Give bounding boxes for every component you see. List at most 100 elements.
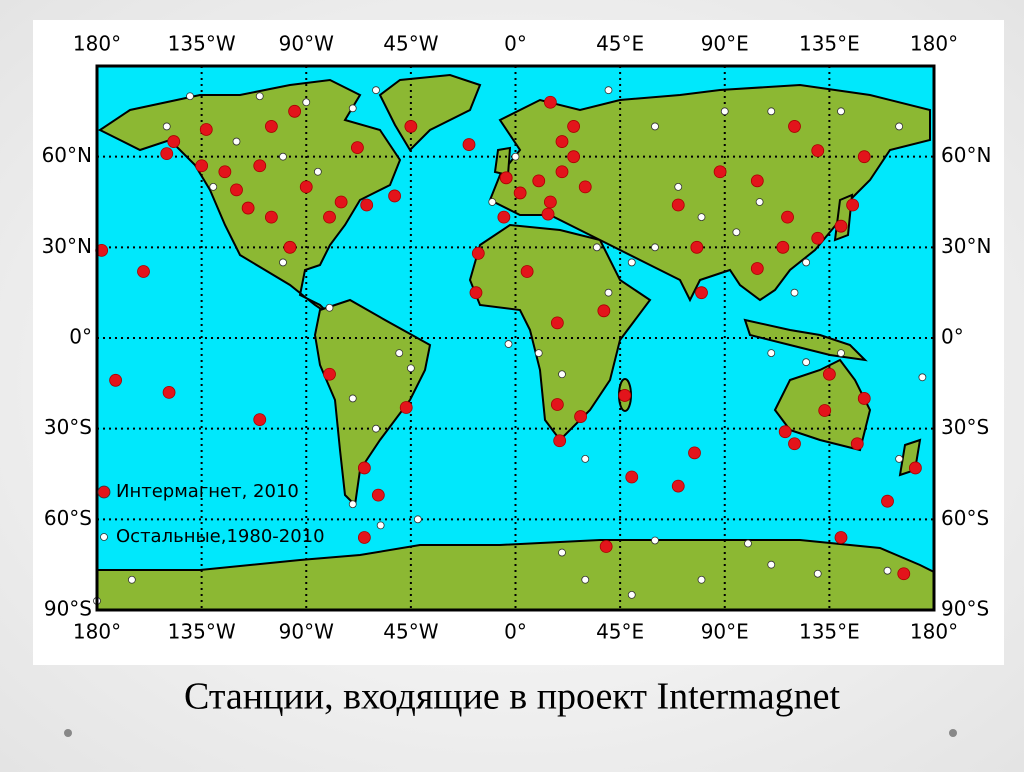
legend-label: Остальные,1980-2010 bbox=[116, 526, 325, 547]
station bbox=[788, 437, 801, 451]
station bbox=[323, 367, 336, 381]
station bbox=[802, 258, 811, 267]
station bbox=[651, 243, 659, 252]
station bbox=[883, 566, 892, 575]
station bbox=[781, 210, 794, 224]
y-tick-label: 0° bbox=[69, 325, 92, 349]
station bbox=[778, 425, 792, 439]
station bbox=[627, 258, 636, 267]
station bbox=[767, 349, 776, 358]
station bbox=[497, 210, 511, 224]
station bbox=[558, 370, 566, 379]
station bbox=[348, 394, 357, 403]
station bbox=[348, 104, 357, 113]
station bbox=[279, 152, 287, 161]
y-tick-label: 90°S bbox=[44, 597, 92, 621]
station bbox=[604, 86, 613, 95]
station bbox=[834, 219, 848, 233]
station bbox=[822, 367, 836, 381]
station bbox=[388, 189, 402, 203]
station bbox=[162, 385, 176, 399]
station bbox=[837, 107, 845, 116]
x-tick-label: 135°W bbox=[168, 32, 236, 56]
station bbox=[253, 159, 267, 173]
station bbox=[348, 500, 357, 509]
station bbox=[750, 262, 764, 275]
station bbox=[555, 135, 569, 148]
map-frame bbox=[95, 64, 936, 612]
station bbox=[543, 195, 557, 209]
station bbox=[688, 446, 701, 460]
legend-marker bbox=[100, 533, 108, 541]
station bbox=[618, 389, 632, 402]
station bbox=[674, 182, 683, 191]
x-tick-label: 45°W bbox=[383, 620, 438, 644]
station bbox=[895, 122, 904, 131]
station bbox=[597, 304, 611, 318]
x-tick-label: 45°E bbox=[596, 620, 644, 644]
y-tick-label: 0° bbox=[941, 325, 964, 349]
station bbox=[376, 521, 385, 530]
x-tick-label: 135°E bbox=[799, 620, 860, 644]
eurasia bbox=[488, 83, 931, 303]
station bbox=[895, 454, 904, 463]
x-tick-label: 45°W bbox=[383, 32, 438, 56]
station bbox=[360, 198, 374, 212]
station bbox=[325, 303, 334, 312]
station bbox=[127, 575, 136, 584]
y-tick-label: 30°S bbox=[44, 415, 92, 439]
station bbox=[288, 104, 302, 118]
station bbox=[302, 98, 311, 107]
x-tick-label: 90°W bbox=[279, 620, 334, 644]
station bbox=[811, 144, 825, 158]
station bbox=[357, 531, 371, 544]
station bbox=[534, 349, 543, 358]
station bbox=[218, 165, 232, 179]
station bbox=[581, 575, 590, 584]
station bbox=[578, 180, 592, 194]
station bbox=[499, 171, 513, 185]
y-tick-label: 90°S bbox=[941, 597, 989, 621]
station bbox=[651, 536, 659, 545]
x-tick-label: 90°E bbox=[701, 620, 749, 644]
station bbox=[671, 198, 685, 212]
y-tick-label: 30°N bbox=[42, 234, 92, 258]
y-tick-label: 60°S bbox=[44, 506, 92, 530]
station bbox=[469, 286, 483, 300]
station bbox=[697, 575, 706, 584]
y-tick-label: 60°S bbox=[941, 506, 989, 530]
y-tick-label: 30°N bbox=[941, 234, 991, 258]
station bbox=[541, 207, 555, 221]
station bbox=[162, 122, 171, 131]
station bbox=[857, 150, 871, 164]
x-tick-label: 180° bbox=[73, 32, 121, 56]
station bbox=[909, 461, 922, 475]
station bbox=[109, 373, 122, 387]
station bbox=[195, 159, 209, 173]
station bbox=[504, 340, 513, 348]
station bbox=[167, 135, 181, 148]
station bbox=[846, 198, 860, 212]
station bbox=[323, 210, 336, 224]
bullet bbox=[949, 729, 957, 737]
station bbox=[592, 243, 601, 252]
station bbox=[334, 195, 348, 209]
x-tick-label: 0° bbox=[504, 32, 527, 56]
station bbox=[550, 398, 564, 411]
station bbox=[209, 182, 218, 191]
station bbox=[299, 180, 313, 194]
station bbox=[918, 373, 927, 382]
station bbox=[462, 138, 476, 151]
x-tick-label: 45°E bbox=[596, 32, 644, 56]
caption: Станции, входящие в проект Intermagnet bbox=[184, 676, 840, 718]
legend-marker bbox=[97, 485, 111, 499]
britain bbox=[493, 146, 512, 177]
station bbox=[776, 240, 790, 254]
station bbox=[767, 560, 776, 569]
africa bbox=[468, 223, 652, 442]
station bbox=[241, 201, 255, 215]
station bbox=[567, 150, 581, 164]
station bbox=[755, 198, 764, 206]
station bbox=[350, 141, 364, 155]
station bbox=[750, 174, 764, 188]
